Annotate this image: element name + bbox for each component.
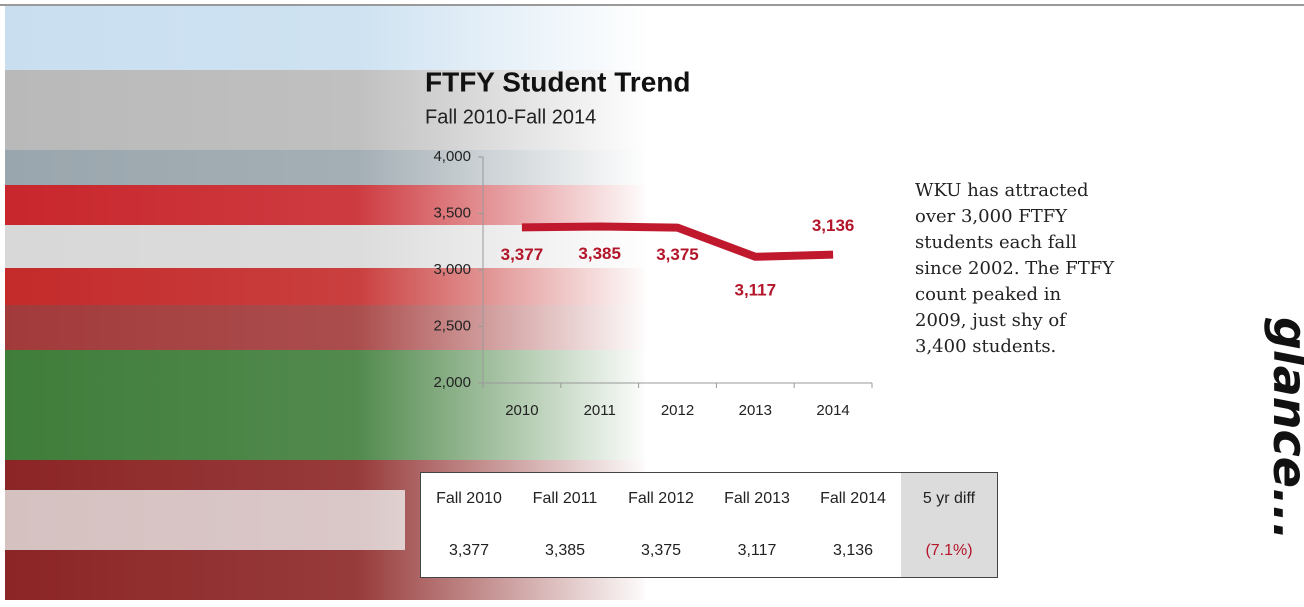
data-label: 3,375 <box>656 245 699 264</box>
table-row: 3,377 3,385 3,375 3,117 3,136 (7.1%) <box>421 525 998 578</box>
side-label: glance... <box>1263 317 1304 517</box>
y-tick-label: 3,000 <box>433 261 471 278</box>
x-tick-label: 2012 <box>661 402 694 419</box>
y-tick-label: 4,000 <box>433 148 471 165</box>
page: FTFY Student Trend Fall 2010-Fall 2014 2… <box>0 0 1304 607</box>
data-label: 3,377 <box>501 245 544 264</box>
table-cell: Fall 2012 <box>613 473 709 526</box>
table-cell: Fall 2014 <box>805 473 901 526</box>
table-cell: 3,136 <box>805 525 901 578</box>
table-cell: 3,385 <box>517 525 613 578</box>
chart-title: FTFY Student Trend <box>425 66 690 97</box>
y-tick-label: 2,500 <box>433 317 471 334</box>
note: WKU has attracted over 3,000 FTFY studen… <box>915 178 1115 360</box>
y-tick-label: 3,500 <box>433 204 471 221</box>
x-tick-label: 2013 <box>739 402 772 419</box>
data-label: 3,385 <box>578 244 621 263</box>
x-tick-label: 2011 <box>584 402 616 419</box>
data-label: 3,136 <box>812 216 855 235</box>
table-cell: Fall 2010 <box>421 473 518 526</box>
chart-subtitle: Fall 2010-Fall 2014 <box>425 106 596 128</box>
table-cell: Fall 2013 <box>709 473 805 526</box>
x-tick-label: 2010 <box>505 402 538 419</box>
table-cell: 3,377 <box>421 525 518 578</box>
table-cell: Fall 2011 <box>517 473 613 526</box>
summary-table: Fall 2010 Fall 2011 Fall 2012 Fall 2013 … <box>420 472 998 578</box>
table-cell: 3,117 <box>709 525 805 578</box>
x-tick-label: 2014 <box>816 402 849 419</box>
y-tick-label: 2,000 <box>433 374 471 391</box>
table-header: Fall 2010 Fall 2011 Fall 2012 Fall 2013 … <box>421 473 998 526</box>
table-cell: 5 yr diff <box>901 473 998 526</box>
table-cell: (7.1%) <box>901 525 998 578</box>
table-cell: 3,375 <box>613 525 709 578</box>
data-label: 3,117 <box>734 280 776 299</box>
